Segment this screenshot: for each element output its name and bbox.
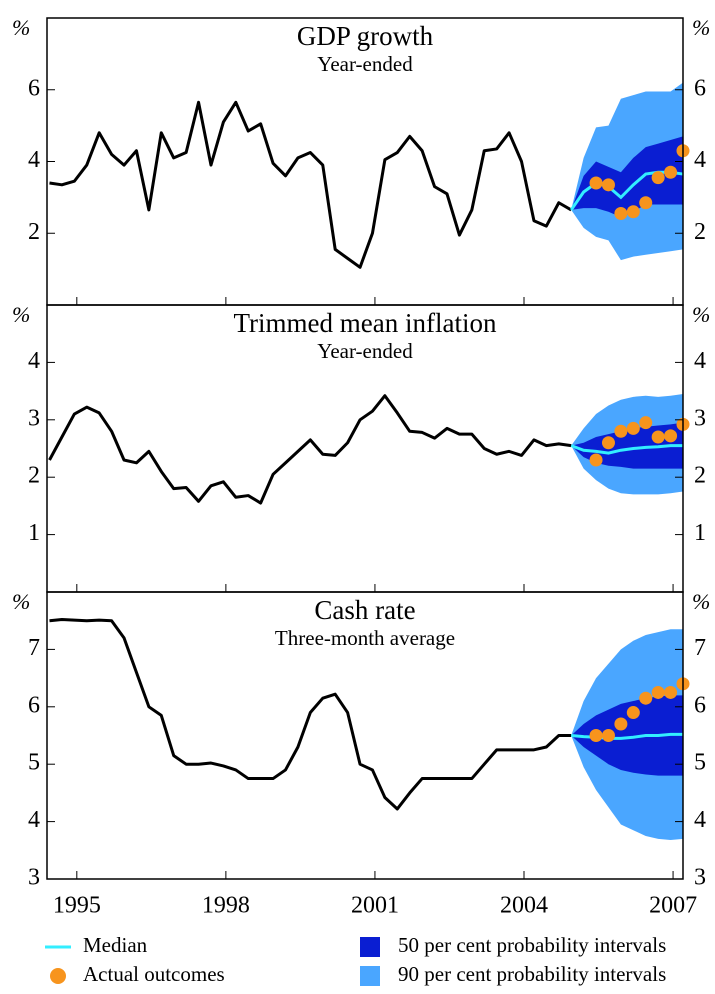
legend-label: 90 per cent probability intervals bbox=[398, 962, 666, 986]
unit-label: % bbox=[692, 589, 710, 614]
actual-outcome bbox=[626, 421, 640, 435]
actual-outcome bbox=[651, 430, 665, 444]
actual-outcome bbox=[614, 207, 628, 221]
x-tick-label: 1995 bbox=[53, 893, 101, 919]
y2-tick-label: 6 bbox=[694, 692, 706, 718]
panel-title: Cash rate bbox=[314, 595, 415, 625]
history-line bbox=[48, 394, 572, 505]
y2-tick-label: 2 bbox=[694, 219, 706, 245]
x-tick-label: 2001 bbox=[351, 893, 399, 919]
y-tick-label: 6 bbox=[28, 692, 40, 718]
legend-swatch bbox=[50, 968, 66, 984]
y-tick-label: 4 bbox=[28, 147, 40, 173]
actual-outcome bbox=[589, 176, 603, 190]
actual-outcome bbox=[601, 436, 615, 450]
actual-outcome bbox=[601, 178, 615, 192]
legend-swatch bbox=[360, 966, 380, 986]
y2-tick-label: 5 bbox=[694, 750, 706, 776]
y2-tick-label: 4 bbox=[694, 147, 706, 173]
history-line bbox=[49, 100, 572, 269]
x-tick-label: 1998 bbox=[202, 893, 250, 919]
y2-tick-label: 7 bbox=[694, 635, 706, 661]
actual-outcome bbox=[601, 729, 615, 742]
unit-label: % bbox=[12, 15, 30, 40]
actual-outcome bbox=[651, 171, 665, 185]
band-50 bbox=[571, 695, 683, 776]
y2-tick-label: 3 bbox=[694, 405, 706, 431]
unit-label: % bbox=[12, 302, 30, 327]
actual-outcome bbox=[664, 429, 678, 443]
unit-label: % bbox=[12, 589, 30, 614]
actual-outcome bbox=[651, 685, 665, 699]
unit-label: % bbox=[692, 15, 710, 40]
panel-subtitle: Three-month average bbox=[275, 626, 455, 650]
actual-outcome bbox=[589, 453, 603, 467]
actual-outcome bbox=[639, 691, 653, 705]
x-tick-label: 2007 bbox=[649, 893, 697, 919]
panel-title: GDP growth bbox=[297, 21, 434, 51]
y-tick-label: 2 bbox=[28, 219, 40, 245]
actual-outcome bbox=[639, 196, 653, 210]
median-line bbox=[570, 444, 683, 455]
legend-label: Median bbox=[83, 933, 148, 957]
panel-frame bbox=[46, 591, 684, 880]
panel-subtitle: Year-ended bbox=[317, 339, 413, 363]
y2-tick-label: 1 bbox=[694, 520, 706, 546]
y-tick-label: 3 bbox=[28, 405, 40, 431]
panel-title: Trimmed mean inflation bbox=[234, 308, 497, 338]
history-line bbox=[49, 618, 572, 811]
y-tick-label: 4 bbox=[28, 348, 40, 374]
y-tick-label: 4 bbox=[28, 807, 40, 833]
legend-swatch bbox=[360, 937, 380, 957]
y-tick-label: 2 bbox=[28, 463, 40, 489]
actual-outcome bbox=[626, 205, 640, 219]
legend-label: Actual outcomes bbox=[83, 962, 225, 986]
legend-label: 50 per cent probability intervals bbox=[398, 933, 666, 957]
y-tick-label: 5 bbox=[28, 750, 40, 776]
actual-outcome bbox=[614, 717, 628, 731]
y-tick-label: 7 bbox=[28, 635, 40, 661]
y-tick-label: 6 bbox=[28, 75, 40, 101]
actual-outcome bbox=[664, 165, 678, 179]
actual-outcome bbox=[614, 424, 628, 438]
y2-tick-label: 4 bbox=[694, 807, 706, 833]
y2-tick-label: 6 bbox=[694, 75, 706, 101]
actual-outcome bbox=[589, 729, 603, 742]
band-50 bbox=[571, 136, 683, 218]
actual-outcome bbox=[664, 685, 678, 699]
y2-tick-label: 3 bbox=[694, 865, 706, 891]
y2-tick-label: 2 bbox=[694, 463, 706, 489]
y-tick-label: 3 bbox=[28, 865, 40, 891]
y-tick-label: 1 bbox=[28, 520, 40, 546]
y2-tick-label: 4 bbox=[694, 348, 706, 374]
panel-subtitle: Year-ended bbox=[317, 52, 413, 76]
actual-outcome bbox=[639, 416, 653, 430]
unit-label: % bbox=[692, 302, 710, 327]
x-tick-label: 2004 bbox=[500, 893, 548, 919]
actual-outcome bbox=[626, 706, 640, 720]
